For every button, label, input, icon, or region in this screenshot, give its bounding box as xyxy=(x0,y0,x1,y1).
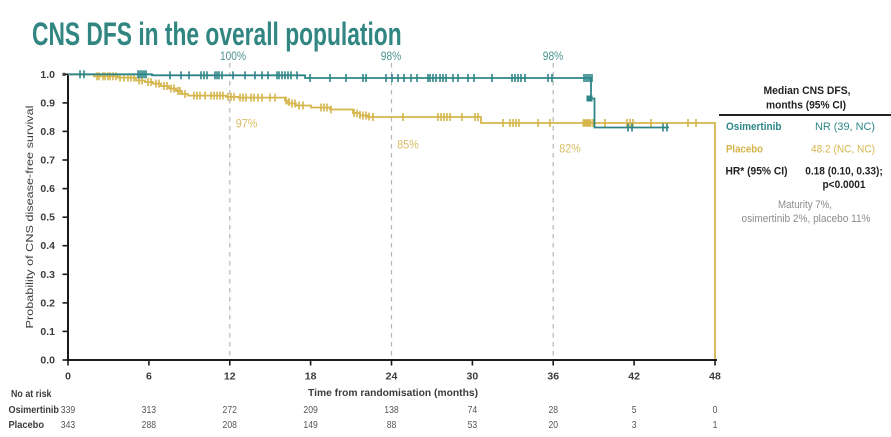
svg-text:48.2 (NC, NC): 48.2 (NC, NC) xyxy=(811,144,875,156)
svg-text:0: 0 xyxy=(713,404,718,416)
svg-text:74: 74 xyxy=(468,404,478,416)
svg-text:97%: 97% xyxy=(236,117,258,131)
svg-text:Osimertinib: Osimertinib xyxy=(726,121,782,133)
svg-text:208: 208 xyxy=(223,419,238,431)
svg-text:Time from randomisation (month: Time from randomisation (months) xyxy=(308,387,478,399)
svg-text:0.8: 0.8 xyxy=(40,126,55,138)
svg-text:No at risk: No at risk xyxy=(11,388,52,400)
svg-text:3: 3 xyxy=(632,419,637,431)
svg-text:42: 42 xyxy=(628,371,640,383)
svg-text:82%: 82% xyxy=(559,142,581,156)
svg-text:138: 138 xyxy=(384,404,399,416)
svg-text:Placebo: Placebo xyxy=(9,419,45,431)
svg-text:339: 339 xyxy=(61,404,76,416)
svg-text:98%: 98% xyxy=(543,49,564,63)
svg-text:NR (39, NC): NR (39, NC) xyxy=(815,121,875,133)
svg-text:343: 343 xyxy=(61,419,76,431)
svg-text:osimertinib 2%, placebo 11%: osimertinib 2%, placebo 11% xyxy=(742,213,871,225)
svg-text:Maturity 7%,: Maturity 7%, xyxy=(778,199,832,211)
svg-text:p<0.0001: p<0.0001 xyxy=(823,179,866,191)
svg-text:months (95% CI): months (95% CI) xyxy=(766,100,846,112)
svg-text:88: 88 xyxy=(387,419,397,431)
svg-text:272: 272 xyxy=(223,404,238,416)
svg-text:0: 0 xyxy=(65,371,71,383)
svg-text:0.7: 0.7 xyxy=(40,155,55,167)
svg-text:20: 20 xyxy=(548,419,558,431)
svg-text:209: 209 xyxy=(303,404,318,416)
svg-text:Median CNS DFS,: Median CNS DFS, xyxy=(764,85,851,97)
svg-text:0.3: 0.3 xyxy=(40,269,55,281)
svg-text:313: 313 xyxy=(142,404,157,416)
svg-text:85%: 85% xyxy=(397,138,419,152)
svg-text:1: 1 xyxy=(713,419,718,431)
svg-text:Osimertinib: Osimertinib xyxy=(9,404,60,416)
svg-text:0.5: 0.5 xyxy=(40,212,55,224)
svg-text:30: 30 xyxy=(467,371,479,383)
svg-text:Probability of CNS disease-fre: Probability of CNS disease-free survival xyxy=(24,106,36,329)
svg-text:28: 28 xyxy=(548,404,558,416)
svg-text:1.0: 1.0 xyxy=(40,69,55,81)
svg-text:0.18 (0.10, 0.33);: 0.18 (0.10, 0.33); xyxy=(805,166,883,178)
svg-text:53: 53 xyxy=(468,419,478,431)
svg-text:0.4: 0.4 xyxy=(40,240,55,252)
svg-text:0.9: 0.9 xyxy=(40,97,55,109)
svg-text:6: 6 xyxy=(146,371,152,383)
svg-text:0.0: 0.0 xyxy=(40,355,55,367)
svg-text:24: 24 xyxy=(386,371,398,383)
svg-text:5: 5 xyxy=(632,404,637,416)
svg-text:100%: 100% xyxy=(220,49,246,63)
svg-text:48: 48 xyxy=(709,371,721,383)
svg-text:36: 36 xyxy=(547,371,559,383)
svg-text:0.6: 0.6 xyxy=(40,183,55,195)
svg-text:0.2: 0.2 xyxy=(40,297,55,309)
svg-text:18: 18 xyxy=(305,371,317,383)
svg-text:98%: 98% xyxy=(381,49,402,63)
svg-text:12: 12 xyxy=(224,371,236,383)
svg-text:288: 288 xyxy=(142,419,157,431)
svg-text:Placebo: Placebo xyxy=(726,144,763,156)
svg-text:HR* (95% CI): HR* (95% CI) xyxy=(726,166,788,178)
svg-text:0.1: 0.1 xyxy=(40,326,55,338)
svg-text:149: 149 xyxy=(303,419,318,431)
